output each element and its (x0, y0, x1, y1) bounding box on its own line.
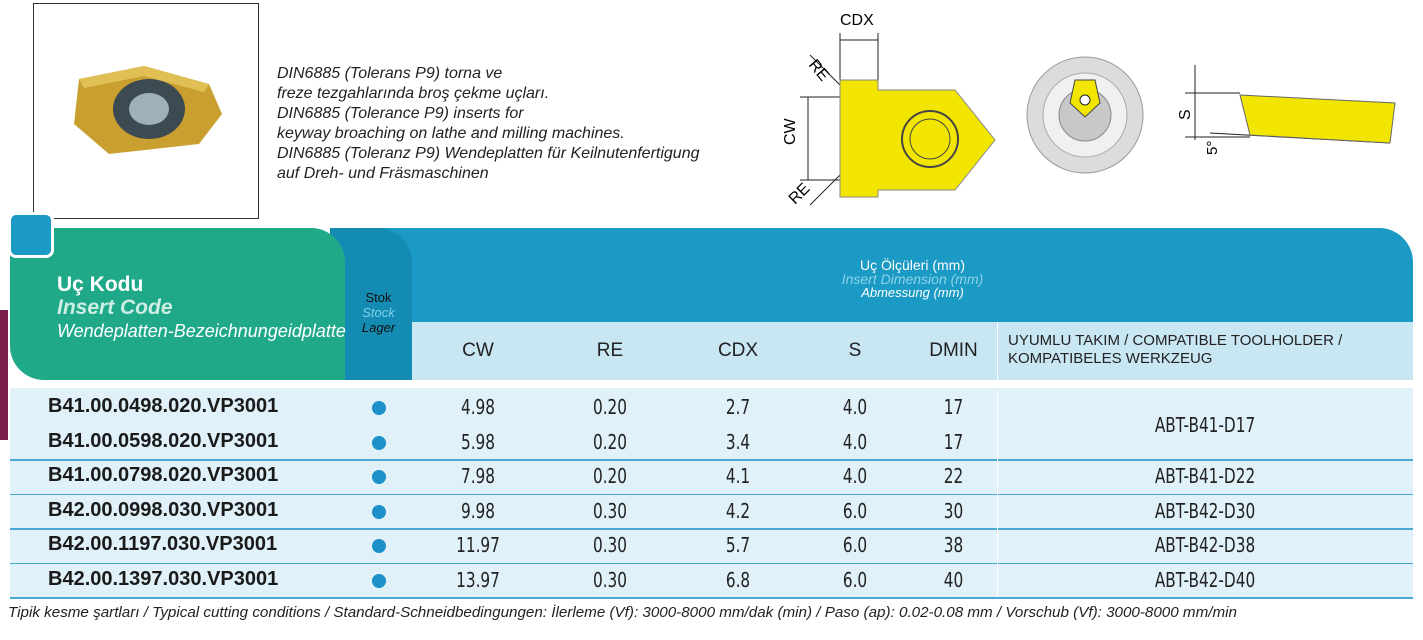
corner-icon (8, 212, 54, 258)
dimension-header-line: Uç Ölçüleri (mm) (860, 257, 965, 273)
stock-dot (372, 539, 386, 553)
code-header: Uç Kodu Insert Code Wendeplatten-Bezeichnu… (57, 273, 346, 343)
label-cdx: CDX (840, 12, 874, 29)
row-line (10, 459, 1413, 461)
dimension-value: 38 (943, 533, 964, 558)
dimension-value: 0.20 (592, 429, 628, 454)
product-image-frame (33, 3, 259, 219)
dimension-value: 6.0 (842, 533, 868, 558)
dimension-value: 2.7 (725, 395, 751, 420)
column-divider (997, 390, 998, 597)
product-image (74, 66, 222, 154)
stock-dot (372, 470, 386, 484)
stock-dot (372, 401, 386, 415)
dimension-value: 6.8 (725, 567, 751, 592)
dimension-value: 11.97 (456, 533, 500, 558)
dimension-header-bg (330, 228, 1413, 322)
dimension-value: 6.0 (842, 498, 868, 523)
description-line: keyway broaching on lathe and milling ma… (277, 125, 625, 142)
column-header: DMIN (929, 340, 978, 361)
diagrams: CDX RE CW RE S 5° (782, 12, 1396, 208)
column-divider (997, 322, 998, 380)
dimension-value: 0.30 (592, 498, 628, 523)
dimension-value: 0.20 (592, 464, 628, 489)
stock-header-line: Lager (361, 320, 396, 335)
dimension-header-line: Insert Dimension (mm) (841, 271, 984, 287)
code-header-line: Uç Kodu (57, 273, 144, 296)
code-header-bg (10, 228, 345, 380)
insert-code: B42.00.1197.030.VP3001 (48, 533, 278, 555)
label-angle: 5° (1204, 141, 1221, 155)
dimension-value: 30 (943, 498, 964, 523)
label-s: S (1177, 109, 1194, 120)
row-line (10, 562, 1413, 564)
column-header: S (848, 340, 862, 361)
description-line: DIN6885 (Tolerance P9) inserts for (277, 105, 524, 122)
dimension-value: 9.98 (460, 498, 496, 523)
dimension-value: 7.98 (460, 464, 496, 489)
row-line (10, 528, 1413, 530)
code-header-line: Insert Code (57, 296, 173, 319)
insert-code: B41.00.0498.020.VP3001 (48, 395, 279, 417)
dimension-value: 0.30 (592, 533, 628, 558)
stock-dot (372, 435, 386, 450)
dimension-header: Uç Ölçüleri (mm) Insert Dimension (mm) Abm… (412, 258, 1413, 300)
toolholder: ABT-B41-D22 (1154, 464, 1256, 489)
description-line: DIN6885 (Toleranz P9) Wendeplatten für K… (277, 145, 700, 162)
dimension-value: 22 (943, 464, 964, 489)
dimension-value: 40 (943, 567, 964, 592)
column-header-bg (412, 322, 1413, 380)
stock-header: Stok Stock Lager (345, 290, 412, 335)
insert-code: B41.00.0598.020.VP3001 (48, 429, 279, 452)
toolholder-header-line: KOMPATIBELES WERKZEUG (1008, 350, 1213, 367)
insert-code: B41.00.0798.020.VP3001 (48, 464, 279, 486)
description-line: auf Dreh- und Fräsmaschinen (277, 165, 489, 182)
dimension-value: 4.0 (842, 429, 868, 454)
label-re: RE (786, 180, 814, 208)
description-line: DIN6885 (Tolerans P9) torna ve (277, 65, 503, 82)
code-header-line: Wendeplatten-Bezeichnungeidplatte (57, 321, 346, 341)
column-header: CW (462, 340, 494, 361)
dimension-header-line: Abmessung (mm) (861, 285, 964, 300)
dimension-value: 4.0 (842, 464, 868, 489)
dimension-value: 13.97 (456, 567, 500, 592)
dimension-value: 0.20 (592, 395, 628, 420)
toolholder-header: UYUMLU TAKIM / COMPATIBLE TOOLHOLDER / KO… (1008, 332, 1342, 368)
insert-code: B42.00.0998.030.VP3001 (48, 498, 279, 521)
dimension-value: 6.0 (842, 567, 868, 592)
description: DIN6885 (Tolerans P9) torna ve freze tezg… (277, 64, 699, 184)
row-line (10, 493, 1413, 495)
column-header: RE (596, 340, 624, 361)
dimension-value: 0.30 (592, 567, 628, 592)
toolholder: ABT-B42-D40 (1154, 567, 1256, 592)
side-bar (0, 310, 8, 440)
toolholder: ABT-B41-D17 (1154, 412, 1256, 437)
toolholder: ABT-B42-D38 (1154, 533, 1256, 558)
stock-header-line: Stock (362, 305, 395, 320)
dimension-value: 4.98 (460, 395, 496, 420)
footer: Tipik kesme şartları / Typical cutting c… (8, 604, 1237, 621)
dimension-value: 17 (943, 395, 964, 420)
dimension-value: 4.2 (725, 498, 751, 523)
column-header: CDX (717, 340, 759, 361)
label-re: RE (805, 57, 832, 85)
insert-code: B42.00.1397.030.VP3001 (48, 567, 279, 590)
dimension-value: 17 (943, 429, 964, 454)
toolholder-header-line: UYUMLU TAKIM / COMPATIBLE TOOLHOLDER / (1008, 332, 1343, 349)
stock-header-line: Stok (365, 290, 392, 305)
dimension-value: 4.1 (725, 464, 751, 489)
description-line: freze tezgahlarında broş çekme uçları. (277, 85, 550, 102)
toolholder: ABT-B42-D30 (1154, 498, 1256, 523)
label-cw: CW (782, 117, 799, 145)
stock-dot (372, 573, 386, 588)
stock-dot (372, 504, 386, 519)
row-line (10, 597, 1413, 599)
dimension-value: 5.7 (725, 533, 751, 558)
dimension-value: 3.4 (725, 429, 751, 454)
dimension-value: 5.98 (460, 429, 496, 454)
dimension-value: 4.0 (842, 395, 868, 420)
